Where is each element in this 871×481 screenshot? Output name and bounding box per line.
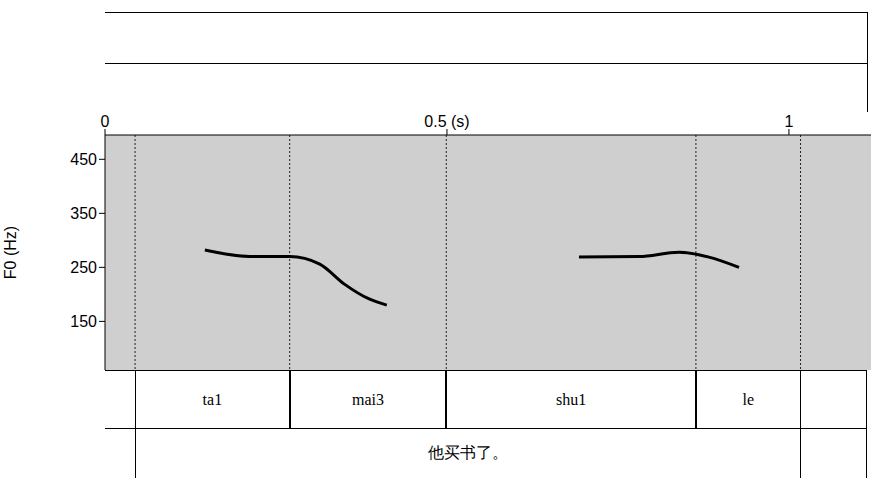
- html-text:mai3: mai3: [352, 390, 384, 408]
- svg-text:0.5 (s): 0.5 (s): [424, 113, 469, 130]
- html-text:le: le: [742, 390, 754, 408]
- html-text:shu1: shu1: [556, 390, 587, 408]
- svg-text:150: 150: [70, 313, 97, 330]
- html-text:他买书了。: 他买书了。: [427, 444, 508, 461]
- svg-text:250: 250: [70, 259, 97, 276]
- svg-text:F0 (Hz): F0 (Hz): [2, 226, 19, 279]
- svg-text:0: 0: [101, 113, 110, 130]
- svg-text:1: 1: [784, 113, 793, 130]
- svg-text:350: 350: [70, 205, 97, 222]
- html-text:ta1: ta1: [202, 390, 223, 408]
- svg-text:450: 450: [70, 151, 97, 168]
